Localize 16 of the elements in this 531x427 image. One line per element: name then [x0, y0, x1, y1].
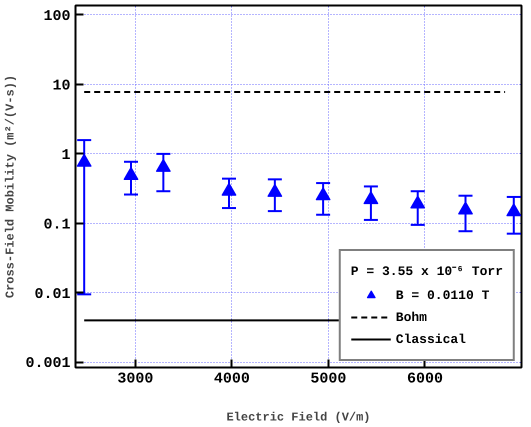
legend-label: Classical [396, 332, 466, 346]
y-tick-label: 0.001 [25, 355, 71, 372]
x-tick-label: 5000 [310, 370, 346, 388]
y-tick-label: 10 [52, 77, 71, 94]
y-tick-label: 0.1 [43, 216, 71, 234]
y-tick-label: 1 [62, 146, 71, 164]
y-tick-label: 100 [43, 8, 71, 25]
x-tick-label: 4000 [214, 370, 250, 388]
x-tick-label: 3000 [117, 370, 154, 388]
y-tick-label: 0.01 [34, 286, 71, 303]
legend-label: B = 0.0110 T [396, 288, 490, 302]
legend-title: P = 3.55 x 10⁻⁶ Torr [350, 263, 503, 279]
x-axis-title: Electric Field (V/m) [226, 410, 371, 424]
legend-label: Bohm [396, 310, 427, 324]
x-tick-label: 6000 [406, 370, 443, 388]
y-axis-title: Cross-Field Mobility (m²/(V-s)) [3, 74, 18, 298]
